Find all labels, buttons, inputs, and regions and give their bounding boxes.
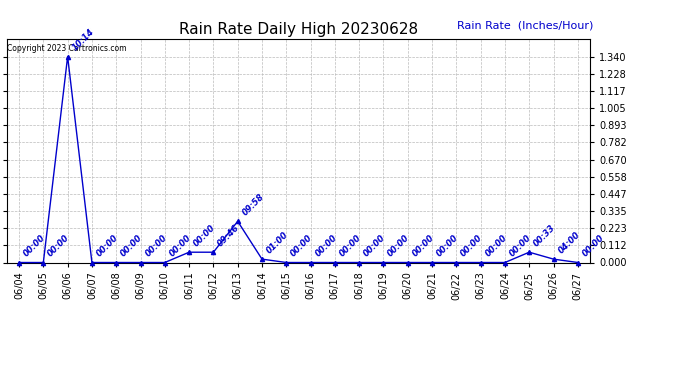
Text: 00:00: 00:00 — [119, 233, 144, 258]
Text: 00:00: 00:00 — [22, 233, 47, 258]
Text: 00:33: 00:33 — [532, 223, 558, 248]
Text: 00:00: 00:00 — [484, 233, 509, 258]
Text: 00:00: 00:00 — [289, 233, 315, 258]
Text: 00:00: 00:00 — [192, 223, 217, 248]
Text: Copyright 2023 Cartronics.com: Copyright 2023 Cartronics.com — [8, 44, 127, 53]
Text: 09:58: 09:58 — [241, 192, 266, 217]
Text: 00:00: 00:00 — [95, 233, 120, 258]
Text: 00:00: 00:00 — [144, 233, 168, 258]
Text: 00:00: 00:00 — [508, 233, 533, 258]
Text: 00:00: 00:00 — [313, 233, 339, 258]
Text: 00:00: 00:00 — [459, 233, 484, 258]
Text: 00:00: 00:00 — [411, 233, 436, 258]
Text: 00:00: 00:00 — [435, 233, 460, 258]
Text: 00:00: 00:00 — [386, 233, 412, 258]
Text: 01:00: 01:00 — [265, 230, 290, 255]
Text: Rain Rate  (Inches/Hour): Rain Rate (Inches/Hour) — [457, 20, 593, 30]
Text: 10:14: 10:14 — [70, 27, 96, 52]
Text: 00:00: 00:00 — [168, 233, 193, 258]
Text: 00:00: 00:00 — [337, 233, 363, 258]
Title: Rain Rate Daily High 20230628: Rain Rate Daily High 20230628 — [179, 22, 418, 37]
Text: 00:00: 00:00 — [362, 233, 387, 258]
Text: 04:00: 04:00 — [556, 230, 582, 255]
Text: 09:46: 09:46 — [216, 223, 241, 248]
Text: 00:00: 00:00 — [580, 233, 606, 258]
Text: 00:00: 00:00 — [46, 233, 72, 258]
